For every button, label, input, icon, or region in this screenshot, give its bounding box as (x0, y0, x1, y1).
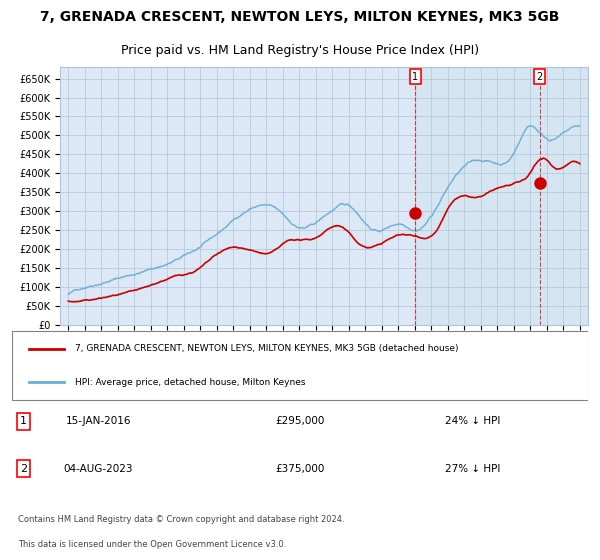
Text: Price paid vs. HM Land Registry's House Price Index (HPI): Price paid vs. HM Land Registry's House … (121, 44, 479, 57)
Text: This data is licensed under the Open Government Licence v3.0.: This data is licensed under the Open Gov… (18, 540, 286, 549)
Text: 24% ↓ HPI: 24% ↓ HPI (445, 416, 500, 426)
Text: £295,000: £295,000 (275, 416, 325, 426)
Text: 27% ↓ HPI: 27% ↓ HPI (445, 464, 500, 474)
Text: 15-JAN-2016: 15-JAN-2016 (65, 416, 131, 426)
Text: 1: 1 (20, 416, 27, 426)
Text: 2: 2 (20, 464, 27, 474)
Text: HPI: Average price, detached house, Milton Keynes: HPI: Average price, detached house, Milt… (76, 377, 306, 386)
Text: 7, GRENADA CRESCENT, NEWTON LEYS, MILTON KEYNES, MK3 5GB: 7, GRENADA CRESCENT, NEWTON LEYS, MILTON… (40, 10, 560, 24)
FancyBboxPatch shape (12, 330, 588, 400)
Text: 04-AUG-2023: 04-AUG-2023 (64, 464, 133, 474)
Bar (415, 67, 588, 325)
Text: Contains HM Land Registry data © Crown copyright and database right 2024.: Contains HM Land Registry data © Crown c… (18, 515, 344, 524)
Text: 7, GRENADA CRESCENT, NEWTON LEYS, MILTON KEYNES, MK3 5GB (detached house): 7, GRENADA CRESCENT, NEWTON LEYS, MILTON… (76, 344, 459, 353)
Text: £375,000: £375,000 (275, 464, 325, 474)
Text: 2: 2 (536, 72, 543, 82)
Text: 1: 1 (412, 72, 418, 82)
